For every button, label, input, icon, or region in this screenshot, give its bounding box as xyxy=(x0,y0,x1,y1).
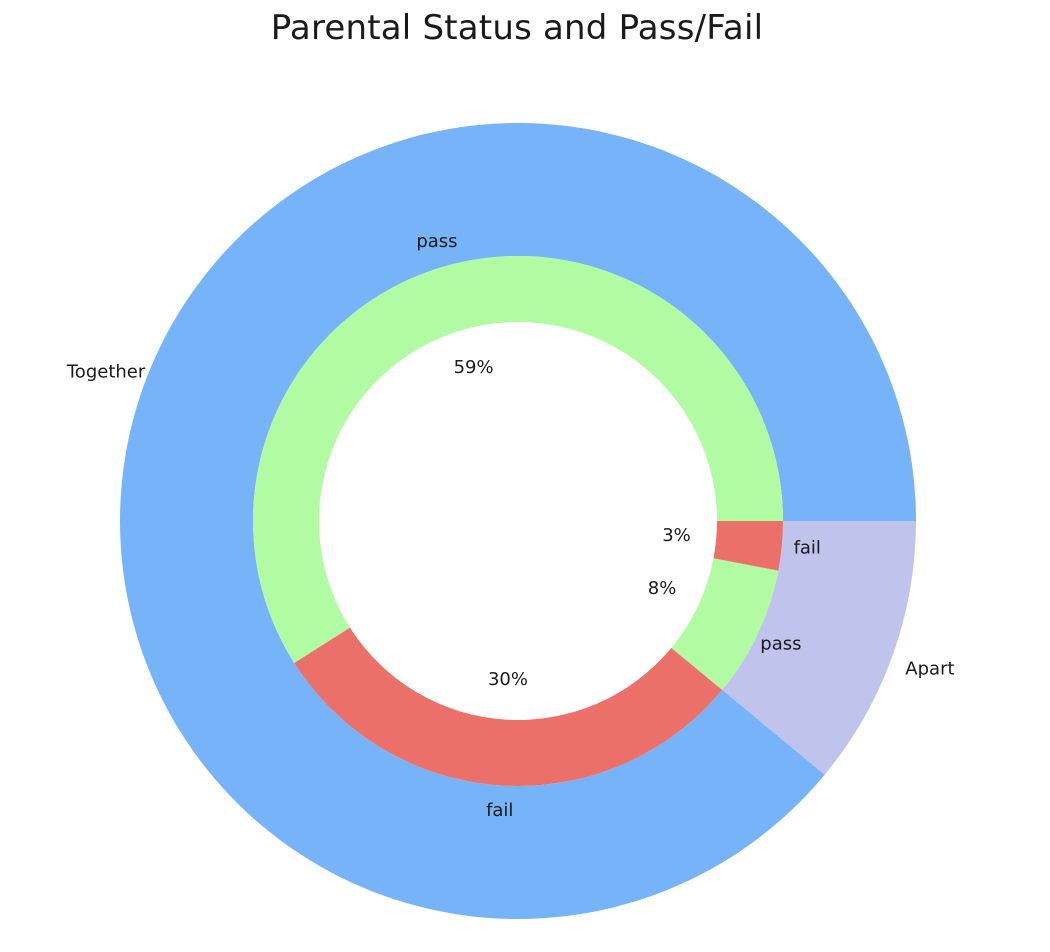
inner-slice-together-fail xyxy=(294,627,723,786)
inner-percent-apart-fail: 3% xyxy=(662,525,691,546)
inner-slice-apart-fail xyxy=(713,521,783,571)
chart-title: Parental Status and Pass/Fail xyxy=(270,8,764,48)
inner-slice-apart-pass xyxy=(671,558,779,690)
inner-percent-together-fail: 30% xyxy=(488,669,528,690)
inner-label-together-pass: pass xyxy=(416,231,457,252)
outer-slice-together xyxy=(120,123,916,920)
inner-label-together-fail: fail xyxy=(486,800,513,821)
inner-slice-together-pass xyxy=(252,255,783,663)
inner-label-apart-fail: fail xyxy=(794,537,821,558)
outer-slice-apart xyxy=(722,521,916,775)
inner-label-apart-pass: pass xyxy=(760,634,801,655)
inner-percent-together-pass: 59% xyxy=(454,357,494,378)
outer-label-together: Together xyxy=(66,362,146,383)
inner-percent-apart-pass: 8% xyxy=(648,578,677,599)
outer-label-apart: Apart xyxy=(905,658,954,679)
